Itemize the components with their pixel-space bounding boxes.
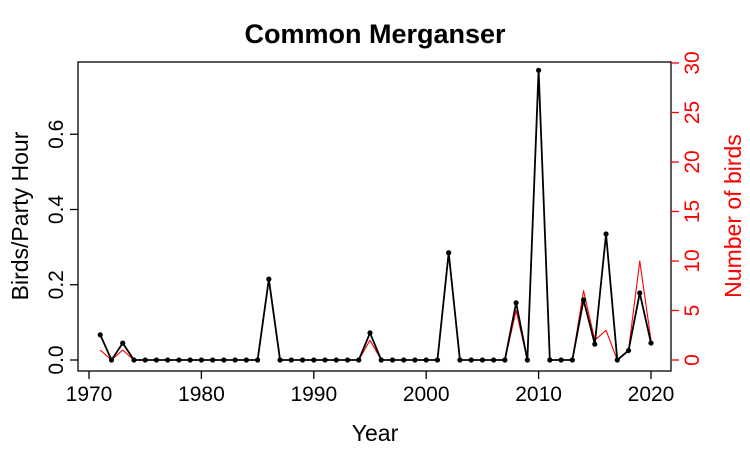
y2-tick-label: 25 — [681, 101, 704, 124]
data-point — [221, 357, 227, 363]
y-axis-left: 0.0 0.2 0.4 0.6 — [45, 120, 78, 375]
data-point — [131, 357, 137, 363]
data-point — [97, 332, 103, 338]
data-point — [491, 357, 497, 363]
data-point — [423, 357, 429, 363]
data-point — [255, 357, 261, 363]
data-point — [603, 231, 609, 237]
data-point — [434, 357, 441, 363]
y2-tick-label: 30 — [681, 51, 704, 74]
data-point — [210, 357, 216, 363]
x-axis-label: Year — [352, 420, 399, 446]
y-tick-label: 0.4 — [45, 195, 68, 225]
y2-tick-label: 15 — [681, 200, 704, 223]
series-layer — [97, 67, 654, 363]
data-point — [120, 340, 126, 346]
data-point — [457, 357, 463, 363]
y2-tick-label: 20 — [681, 150, 704, 173]
data-point — [333, 357, 339, 363]
data-point — [502, 357, 508, 363]
data-point — [389, 357, 396, 363]
data-point — [648, 340, 654, 346]
data-point — [468, 357, 474, 363]
data-point — [592, 341, 598, 347]
data-point — [401, 357, 407, 363]
y2-axis-label: Number of birds — [720, 134, 746, 298]
data-point — [266, 276, 272, 282]
data-point — [243, 357, 249, 363]
x-tick-label: 1970 — [66, 383, 113, 406]
y-axis-label: Birds/Party Hour — [7, 131, 33, 300]
x-tick-label: 1990 — [290, 383, 337, 406]
x-tick-label: 2020 — [628, 383, 675, 406]
y-axis-right: 0 5 10 15 20 25 30 — [671, 51, 704, 366]
data-point — [322, 357, 328, 363]
series-line-number-of-birds — [99, 72, 652, 361]
data-point — [142, 357, 148, 363]
data-point — [153, 357, 160, 363]
data-point — [187, 357, 193, 363]
y-tick-label: 0.6 — [45, 120, 68, 149]
chart-title: Common Merganser — [244, 19, 506, 49]
x-tick-label: 1980 — [178, 383, 225, 406]
data-point — [344, 357, 351, 363]
x-tick-label: 2010 — [515, 383, 562, 406]
data-point — [198, 357, 204, 363]
data-point — [513, 300, 519, 306]
data-point — [108, 357, 115, 363]
data-point — [165, 357, 171, 363]
plot-frame — [77, 61, 672, 372]
data-point — [479, 357, 485, 363]
y2-tick-label: 0 — [681, 354, 704, 366]
series-line-birds-per-party-hour — [99, 69, 652, 361]
data-point — [524, 357, 530, 363]
data-point — [614, 357, 620, 363]
data-point — [558, 357, 564, 363]
data-point — [299, 357, 306, 363]
y2-tick-label: 5 — [681, 305, 704, 317]
x-tick-label: 2000 — [403, 383, 450, 406]
data-point — [569, 357, 575, 363]
data-point — [367, 330, 373, 336]
data-point — [378, 357, 384, 363]
data-point — [277, 357, 283, 363]
data-point — [176, 357, 182, 363]
data-point — [580, 297, 587, 303]
data-point — [637, 290, 643, 296]
x-axis: 1970 1980 1990 2000 2010 2020 — [66, 371, 675, 406]
y2-tick-label: 10 — [681, 249, 704, 272]
data-point — [356, 357, 362, 363]
data-point — [288, 357, 294, 363]
y-tick-label: 0.0 — [45, 345, 68, 374]
data-point — [311, 357, 317, 363]
y-tick-label: 0.2 — [45, 270, 68, 299]
data-point — [625, 347, 632, 354]
data-point — [412, 357, 418, 363]
data-point — [536, 67, 542, 73]
data-point — [547, 357, 553, 363]
data-point — [232, 357, 238, 363]
data-point — [446, 250, 452, 256]
